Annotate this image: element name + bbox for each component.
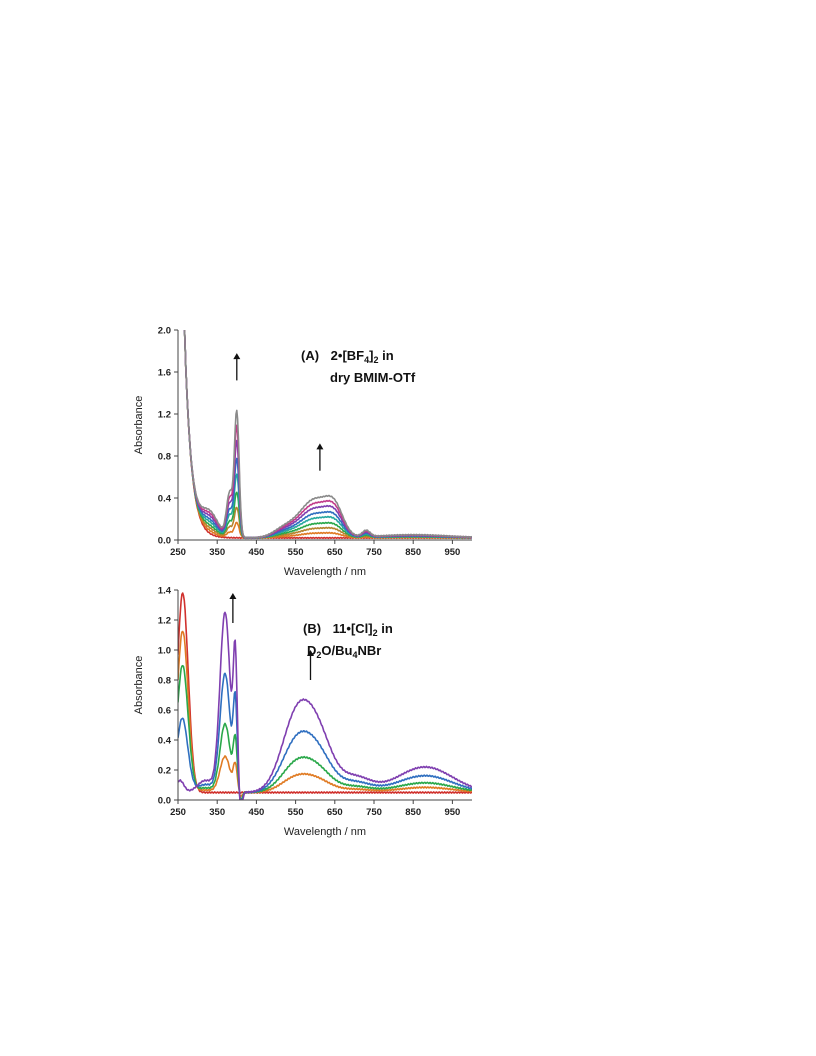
panel-a-ylabel: Absorbance — [133, 396, 145, 455]
panel-b-ytick-label: 1.4 — [158, 586, 172, 597]
panel-b-series-2 — [178, 630, 472, 798]
panel-a-series-2 — [183, 330, 472, 540]
panel-a-series — [183, 330, 472, 540]
panel-b: 250 350 450 550 650 750 850 950 0.0 0.2 0.4 0.6 0.8 1… — [133, 586, 472, 838]
panel-a-ytick-label: 1.2 — [158, 410, 171, 421]
panel-b-arrow-1 — [229, 593, 237, 623]
panel-b-xtick-label: 950 — [444, 807, 460, 818]
panel-b-annotation-line1: (B) 11•[Cl]2 in — [303, 621, 393, 638]
panel-b-xtick-label: 250 — [170, 807, 186, 818]
panel-a-arrow-1 — [233, 353, 241, 381]
panel-b-xtick-label: 750 — [366, 807, 382, 818]
panel-b-series-5 — [178, 611, 472, 800]
panel-b-xtick-label: 350 — [209, 807, 225, 818]
panel-a-xlabel: Wavelength / nm — [284, 566, 366, 578]
panel-b-arrow-2 — [306, 650, 314, 680]
panel-b-series-4 — [178, 672, 472, 800]
panel-a-arrow-2 — [316, 443, 324, 471]
panel-a-annotation-line1: (A) 2•[BF4]2 in — [301, 348, 394, 365]
panel-a-xtick-label: 650 — [327, 547, 343, 558]
panel-a-ytick-label: 0.8 — [158, 452, 171, 463]
panel-a-series-4 — [183, 330, 472, 540]
panel-b-xlabel: Wavelength / nm — [284, 826, 366, 838]
panel-b-ytick-label: 0.6 — [158, 706, 171, 717]
panel-a-xtick-label: 450 — [248, 547, 264, 558]
panel-b-ytick-label: 1.0 — [158, 646, 171, 657]
panel-b-xtick-label: 850 — [405, 807, 421, 818]
panel-a-series-3 — [183, 330, 472, 540]
panel-a-xtick-label: 550 — [288, 547, 304, 558]
panel-b-annotation-line2: D2O/Bu4NBr — [307, 643, 381, 660]
panel-a-annotation-line2: dry BMIM-OTf — [330, 370, 416, 385]
panel-a-xtick-label: 350 — [209, 547, 225, 558]
panel-b-xtick-label: 450 — [248, 807, 264, 818]
panel-b-xtick-label: 650 — [327, 807, 343, 818]
panel-a-xtick-label: 950 — [444, 547, 460, 558]
panel-b-ytick-label: 0.2 — [158, 766, 171, 777]
panel-b-ytick-label: 0.0 — [158, 796, 171, 807]
panel-b-series-1 — [178, 592, 472, 794]
panel-a-series-8 — [183, 330, 472, 539]
panel-b-series — [178, 592, 472, 800]
panel-a-ytick-label: 0.0 — [158, 536, 171, 547]
panel-a-series-1 — [183, 330, 472, 540]
panel-b-series-3 — [178, 664, 472, 800]
panel-a: 250 350 450 550 650 750 850 950 0.0 0.4 0.8 1.2 1.6 2… — [133, 326, 472, 578]
panel-a-xtick-label: 250 — [170, 547, 186, 558]
panel-a-series-9 — [183, 330, 472, 539]
panel-b-ytick-label: 0.8 — [158, 676, 171, 687]
panel-b-xtick-label: 550 — [288, 807, 304, 818]
panel-a-ytick-label: 0.4 — [158, 494, 172, 505]
panel-a-ytick-label: 1.6 — [158, 368, 171, 379]
panel-b-ytick-label: 0.4 — [158, 736, 172, 747]
panel-a-xtick-label: 750 — [366, 547, 382, 558]
panel-a-xtick-label: 850 — [405, 547, 421, 558]
panel-b-ylabel: Absorbance — [133, 656, 145, 715]
panel-a-ytick-label: 2.0 — [158, 326, 171, 337]
panel-b-ytick-label: 1.2 — [158, 616, 171, 627]
